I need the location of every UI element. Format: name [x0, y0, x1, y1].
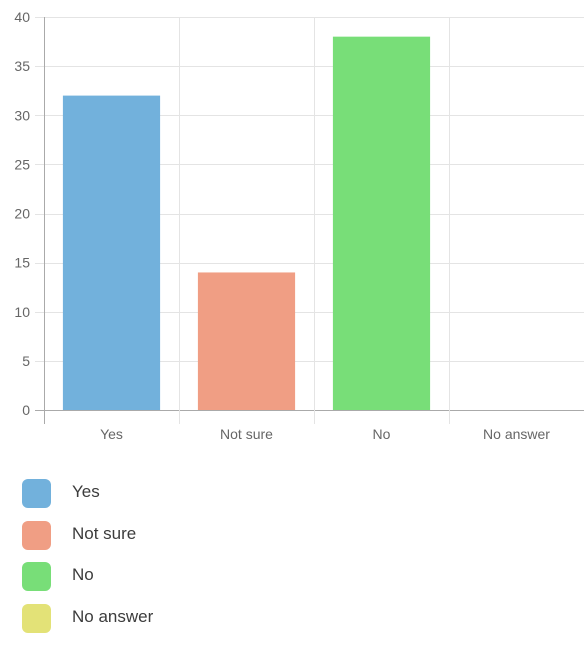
bar	[332, 36, 431, 411]
legend-label: Not sure	[72, 523, 137, 543]
y-tick-label: 5	[22, 353, 30, 369]
legend-label: No	[72, 565, 94, 584]
x-tick-label: No	[373, 426, 391, 442]
legend-swatch	[22, 479, 51, 508]
legend-swatch	[22, 603, 51, 633]
y-tick-label: 15	[14, 255, 30, 271]
legend-label: No answer	[72, 606, 154, 626]
x-tick-label: No answer	[483, 426, 550, 442]
x-tick-label: Not sure	[220, 426, 273, 442]
y-tick-label: 30	[14, 107, 30, 123]
x-tick-label: Yes	[100, 426, 123, 442]
y-tick-label: 35	[14, 58, 30, 74]
y-tick-label: 20	[14, 206, 30, 222]
y-tick-label: 40	[14, 9, 30, 25]
legend-swatch	[22, 520, 51, 550]
y-tick-label: 10	[14, 304, 30, 320]
y-tick-label: 0	[22, 402, 30, 418]
bar	[62, 95, 161, 410]
bar-chart: 0 5 10 15 20 25 30 35 40 Yes Not sure No No answer	[14, 9, 584, 442]
y-tick-label: 25	[14, 156, 30, 172]
bar	[197, 272, 296, 410]
legend-swatch	[22, 562, 51, 591]
legend-label: Yes	[72, 482, 100, 501]
